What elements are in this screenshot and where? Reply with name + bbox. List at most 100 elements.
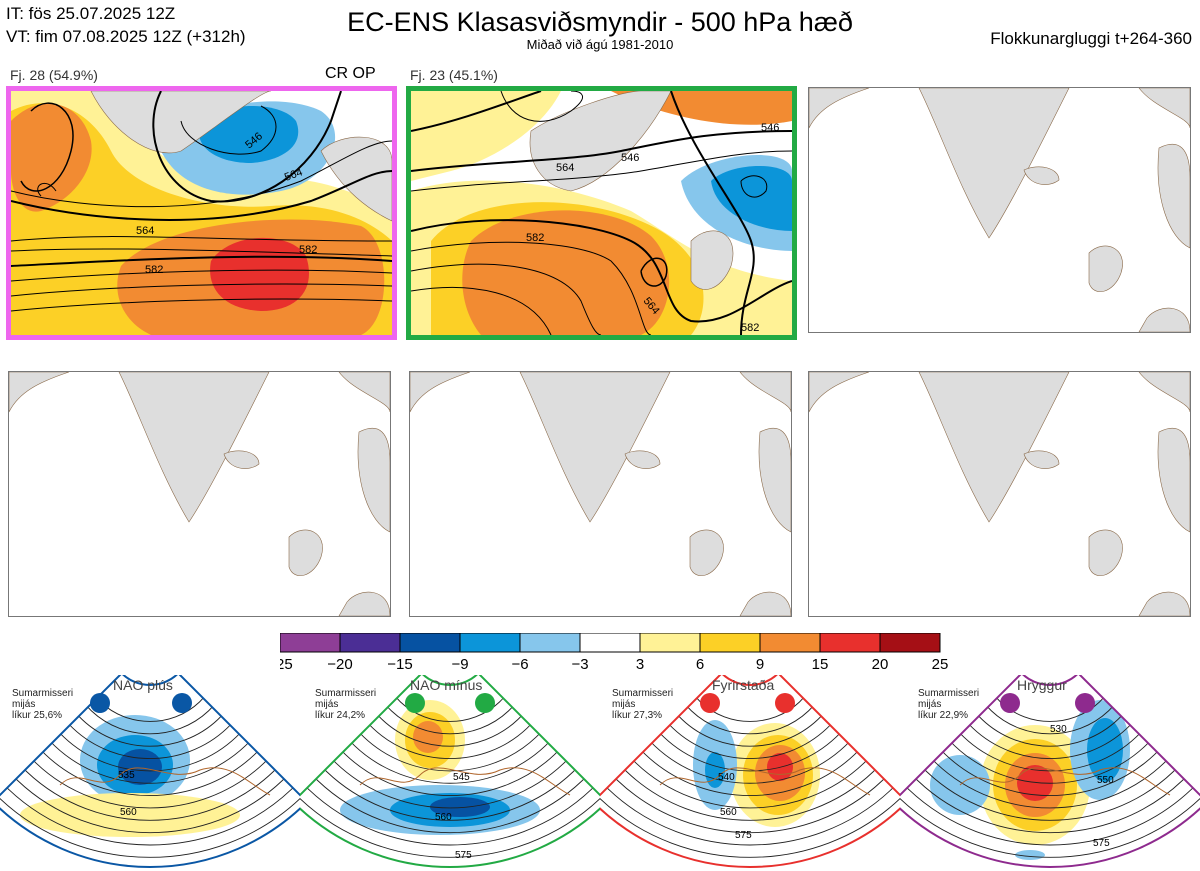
- contour-label: 564: [136, 225, 154, 237]
- cluster-2-label: Fj. 23 (45.1%): [410, 67, 498, 83]
- contour-label: 582: [526, 232, 544, 244]
- regime-dot: [775, 693, 795, 713]
- contour-label: 540: [718, 772, 735, 783]
- cluster-panel-5: [409, 371, 792, 617]
- contour-label: 564: [283, 166, 304, 184]
- contour: [411, 219, 792, 323]
- land: [1138, 88, 1190, 129]
- contour-label: 550: [1097, 775, 1114, 786]
- contour-label: 564: [556, 162, 574, 174]
- land: [1088, 529, 1123, 576]
- contour: [411, 241, 652, 335]
- land: [1157, 427, 1190, 533]
- anomaly-orange-w: [11, 103, 92, 212]
- regime-info: Sumarmisseri mijás líkur 22,9%: [918, 688, 980, 721]
- land: [338, 591, 390, 616]
- land: [320, 136, 392, 222]
- colorbar: −25 −20 −15 −9 −6 −3 3 6 9 15 20 25: [267, 632, 960, 680]
- land: [809, 88, 870, 129]
- contour: [411, 91, 542, 132]
- anomaly-blob: [1015, 850, 1045, 860]
- cluster-panel-6: [808, 371, 1191, 617]
- colorbar-tick-label: −25: [280, 656, 293, 673]
- land: [1088, 245, 1123, 292]
- contour: [411, 263, 602, 335]
- colorbar-tick-label: −9: [451, 656, 468, 673]
- cluster-panel-3: [808, 87, 1191, 333]
- contour: [593, 673, 907, 834]
- regime-dot: [1000, 693, 1020, 713]
- contour: [11, 269, 392, 282]
- contour: [293, 673, 607, 846]
- regime-dot: [475, 693, 495, 713]
- land: [1023, 166, 1060, 185]
- regime-ridge: 530 550 575 Sumarmisseri mijás líkur 22,9%…: [891, 671, 1200, 871]
- colorbar-swatch: [759, 632, 821, 653]
- anomaly-blob: [413, 721, 443, 753]
- anomaly-blob: [1087, 718, 1123, 782]
- colorbar-tick-label: 9: [756, 656, 764, 673]
- colorbar-swatch: [639, 632, 701, 653]
- land: [223, 450, 260, 469]
- anomaly-blob: [430, 797, 490, 817]
- colorbar-tick-label: 20: [872, 656, 889, 673]
- cluster-1-tag: CR OP: [325, 65, 376, 82]
- colorbar-tick-label: 25: [932, 656, 949, 673]
- colorbar-tick-label: 15: [812, 656, 829, 673]
- contour: [893, 673, 1200, 858]
- regime-info: Sumarmisseri mijás líkur 24,2%: [315, 688, 377, 721]
- contour: [670, 91, 755, 335]
- regime-outline: [0, 671, 309, 868]
- regime-map: 540 560 575: [591, 671, 909, 868]
- cluster-1-label: Fj. 28 (54.9%): [10, 67, 98, 83]
- contour: [37, 182, 57, 197]
- contour-label: 546: [621, 152, 639, 164]
- empty-map: [809, 88, 1190, 332]
- coastline: [959, 767, 1171, 796]
- contour-label: 545: [453, 772, 470, 783]
- contour: [593, 673, 907, 846]
- contour-label: 582: [145, 264, 163, 276]
- land: [689, 529, 724, 576]
- regime-outline: [291, 671, 609, 868]
- anomaly-orange: [462, 210, 670, 335]
- contour: [11, 248, 392, 257]
- land: [410, 372, 471, 413]
- contour: [500, 91, 583, 122]
- colorbar-swatch: [879, 632, 941, 653]
- init-time: IT: fös 25.07.2025 12Z: [6, 4, 176, 23]
- land: [624, 450, 661, 469]
- contour: [20, 102, 74, 192]
- contour: [893, 673, 1200, 846]
- land: [1157, 143, 1190, 249]
- colorbar-svg: −25 −20 −15 −9 −6 −3 3 6 9 15 20 25: [267, 632, 949, 673]
- contour-label: 530: [1050, 724, 1067, 735]
- contour: [740, 175, 768, 198]
- contour: [0, 673, 307, 834]
- contour: [411, 130, 792, 172]
- contour: [0, 673, 307, 846]
- colorbar-tick-label: 6: [696, 656, 704, 673]
- land: [9, 372, 70, 413]
- land: [357, 427, 390, 533]
- contour-label: 575: [735, 830, 752, 841]
- contour-label: 560: [120, 807, 137, 818]
- contour: [893, 673, 1200, 834]
- contour-label: 582: [299, 244, 317, 256]
- regime-info: Sumarmisseri mijás líkur 27,3%: [612, 688, 674, 721]
- valid-time: VT: fim 07.08.2025 12Z (+312h): [6, 27, 246, 46]
- land: [118, 372, 270, 523]
- contour: [11, 298, 392, 312]
- anomaly-blob: [118, 749, 162, 785]
- contour-label: 560: [720, 807, 737, 818]
- regime-dot: [172, 693, 192, 713]
- land: [338, 372, 390, 413]
- cluster-panel-2: 546 564 582 564 582 546: [406, 86, 797, 340]
- regime-nao-plus: 535 560 Sumarmisseri mijás líkur 25,6% NA…: [0, 671, 309, 871]
- regime-dot: [90, 693, 110, 713]
- colorbar-swatch: [699, 632, 761, 653]
- regime-blocking: 540 560 575 Sumarmisseri mijás líkur 27,3%…: [591, 671, 909, 871]
- colorbar-swatch: [339, 632, 401, 653]
- land: [1138, 307, 1190, 332]
- page-title: EC-ENS Klasasviðsmyndir - 500 hPa hæð: [347, 7, 853, 37]
